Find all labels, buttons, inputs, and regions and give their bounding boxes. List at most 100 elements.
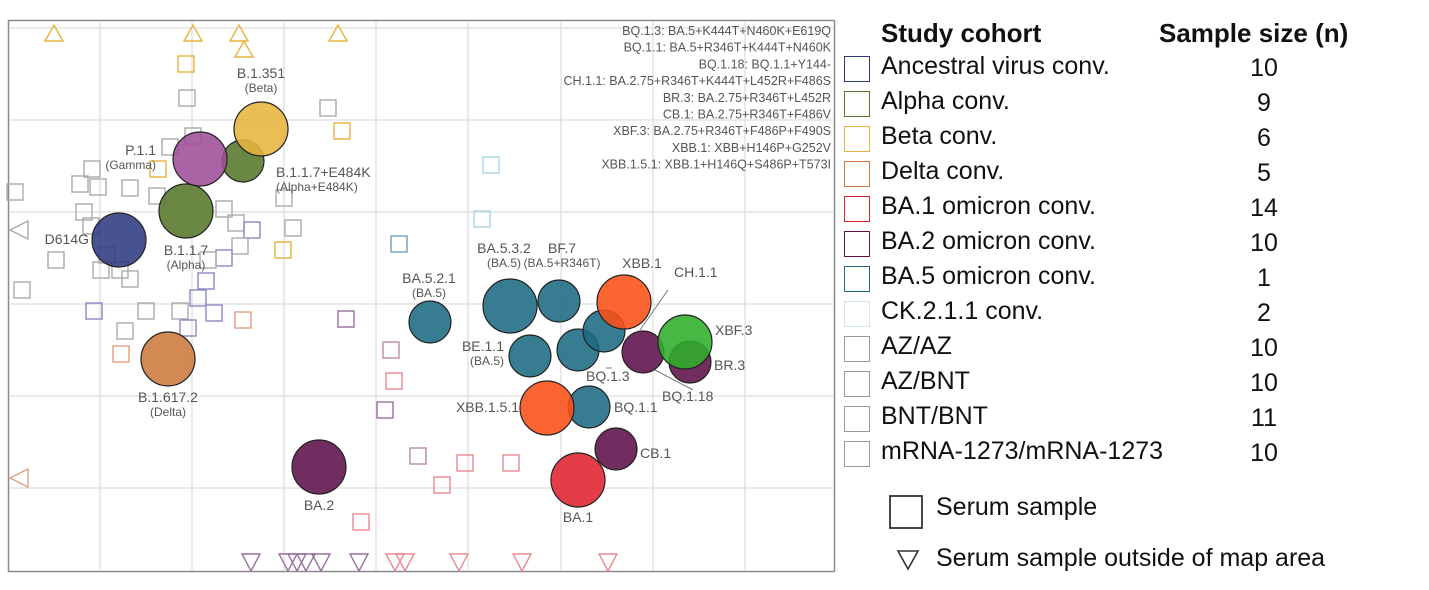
antigen-labels: D614G B.1.1.7(Alpha) B.1.1.7+E484K(Alpha+E… <box>45 65 753 525</box>
legend-cohort-name: mRNA-1273/mRNA-1273 <box>881 437 1164 465</box>
serum-outside-marker <box>327 23 349 42</box>
legend-sample-size: 10 <box>1250 54 1278 82</box>
antigen-ba-5-2-1 <box>408 300 452 344</box>
serum-sample <box>199 251 217 269</box>
serum-outside-marker <box>310 553 332 573</box>
legend-sample-size: 6 <box>1257 124 1271 152</box>
serum-sample <box>352 513 370 531</box>
antigen-label: D614G <box>45 231 89 247</box>
legend-sample-size: 5 <box>1257 159 1271 187</box>
antigen-sublabel: (Gamma) <box>105 158 156 172</box>
antigen-p-1-1 <box>172 131 228 187</box>
serum-sample <box>319 99 337 117</box>
antigen-d614g <box>91 212 147 268</box>
antigen-label: BE.1.1 <box>462 338 504 354</box>
mutation-note: XBB.1.5.1: XBB.1+H146Q+S486P+T573I <box>601 158 831 172</box>
legend-swatch <box>844 441 870 467</box>
serum-sample <box>231 237 249 255</box>
legend-swatch <box>844 371 870 397</box>
legend-cohort-name: CK.2.1.1 conv. <box>881 297 1044 325</box>
serum-sample <box>337 310 355 328</box>
antigen-label: BA.2 <box>304 497 335 513</box>
legend-swatch <box>844 406 870 432</box>
antigen-label: P.1.1 <box>125 142 156 158</box>
mutation-notes: BQ.1.3: BA.5+K444T+N460K+E619Q BQ.1.1: BA… <box>563 24 831 172</box>
legend-row: CK.2.1.1 conv. 2 <box>838 297 1398 332</box>
serum-sample <box>502 454 520 472</box>
serum-sample <box>177 55 195 73</box>
serum-outside-marker <box>240 553 262 573</box>
serum-outside-marker <box>597 553 619 573</box>
serum-sample <box>189 289 207 307</box>
mutation-note: BQ.1.1: BA.5+R346T+K444T+N460K <box>624 41 832 55</box>
label-leader-line <box>639 289 669 331</box>
serum-outside-marker <box>233 39 255 58</box>
serum-sample <box>382 341 400 359</box>
serum-outside-marker <box>448 553 470 573</box>
mutation-note: CB.1: BA.2.75+R346T+F486V <box>663 108 832 122</box>
antigen-label: BR.3 <box>714 357 745 373</box>
serum-sample <box>83 160 101 178</box>
antigen-points <box>91 101 713 508</box>
legend-row: mRNA-1273/mRNA-1273 10 <box>838 437 1398 472</box>
legend-title-sample-size: Sample size (n) <box>1159 18 1349 48</box>
antigen-label: BF.7 <box>548 240 576 256</box>
antigen-label: B.1.1.7 <box>164 242 209 258</box>
legend-title-cohort: Study cohort <box>881 18 1042 48</box>
serum-sample <box>456 454 474 472</box>
legend-swatch <box>844 91 870 117</box>
antigen-ch-1-1 <box>621 330 665 374</box>
legend-sample-size: 11 <box>1251 404 1277 432</box>
leader-lines <box>606 289 694 391</box>
antigen-sublabel: (BA.5) <box>470 354 504 368</box>
legend-sample-size: 10 <box>1250 334 1278 362</box>
serum-sample <box>171 302 189 320</box>
serum-sample <box>197 272 215 290</box>
antigenic-map: D614G B.1.1.7(Alpha) B.1.1.7+E484K(Alpha+E… <box>6 19 836 573</box>
serum-sample <box>473 210 491 228</box>
serum-sample <box>482 156 500 174</box>
antigen-label: BA.5.2.1 <box>402 270 456 286</box>
antigen-label: CB.1 <box>640 445 671 461</box>
antigen-label: XBB.1 <box>622 255 662 271</box>
antigen-label: BA.5.3.2 <box>477 240 531 256</box>
serum-sample <box>274 241 292 259</box>
serum-sample <box>71 175 89 193</box>
legend-row: Beta conv. 6 <box>838 122 1398 157</box>
serum-outside-marker <box>511 553 533 573</box>
antigen-bf-7 <box>537 279 581 323</box>
legend-sample-size: 2 <box>1257 299 1271 327</box>
legend-row: BA.2 omicron conv. 10 <box>838 227 1398 262</box>
antigen-sublabel: (Alpha+E484K) <box>276 180 358 194</box>
mutation-note: BQ.1.3: BA.5+K444T+N460K+E619Q <box>622 24 831 38</box>
legend-cohort-name: AZ/AZ <box>881 332 952 360</box>
serum-samples <box>6 55 520 531</box>
serum-sample <box>89 178 107 196</box>
legend-row: Alpha conv. 9 <box>838 87 1398 122</box>
legend-cohort-name: Ancestral virus conv. <box>881 52 1110 80</box>
serum-outside-triangle-icon <box>896 550 920 571</box>
legend-cohort-name: BNT/BNT <box>881 402 988 430</box>
legend-row: Delta conv. 5 <box>838 157 1398 192</box>
serum-sample <box>178 89 196 107</box>
antigen-label: BQ.1.1 <box>614 399 658 415</box>
legend-cohort-name: BA.5 omicron conv. <box>881 262 1096 290</box>
legend-swatch <box>844 301 870 327</box>
legend-sample-size: 9 <box>1257 89 1271 117</box>
antigen-label: B.1.1.7+E484K <box>276 164 371 180</box>
mutation-note: BQ.1.18: BQ.1.1+Y144- <box>699 57 831 71</box>
serum-sample <box>116 322 134 340</box>
legend-row: AZ/BNT 10 <box>838 367 1398 402</box>
legend-row: BA.5 omicron conv. 1 <box>838 262 1398 297</box>
mutation-note: XBF.3: BA.2.75+R346T+F486P+F490S <box>613 124 831 138</box>
serum-sample <box>284 219 302 237</box>
serum-sample <box>149 160 167 178</box>
legend-swatch <box>844 196 870 222</box>
antigen-sublabel: (BA.5) <box>412 286 446 300</box>
serum-sample <box>85 302 103 320</box>
serum-sample <box>376 401 394 419</box>
legend-cohort-name: AZ/BNT <box>881 367 970 395</box>
mutation-note: CH.1.1: BA.2.75+R346T+K444T+L452R+F486S <box>563 74 831 88</box>
antigen-xbb-1-5-1 <box>519 380 575 436</box>
serum-sample <box>112 345 130 363</box>
